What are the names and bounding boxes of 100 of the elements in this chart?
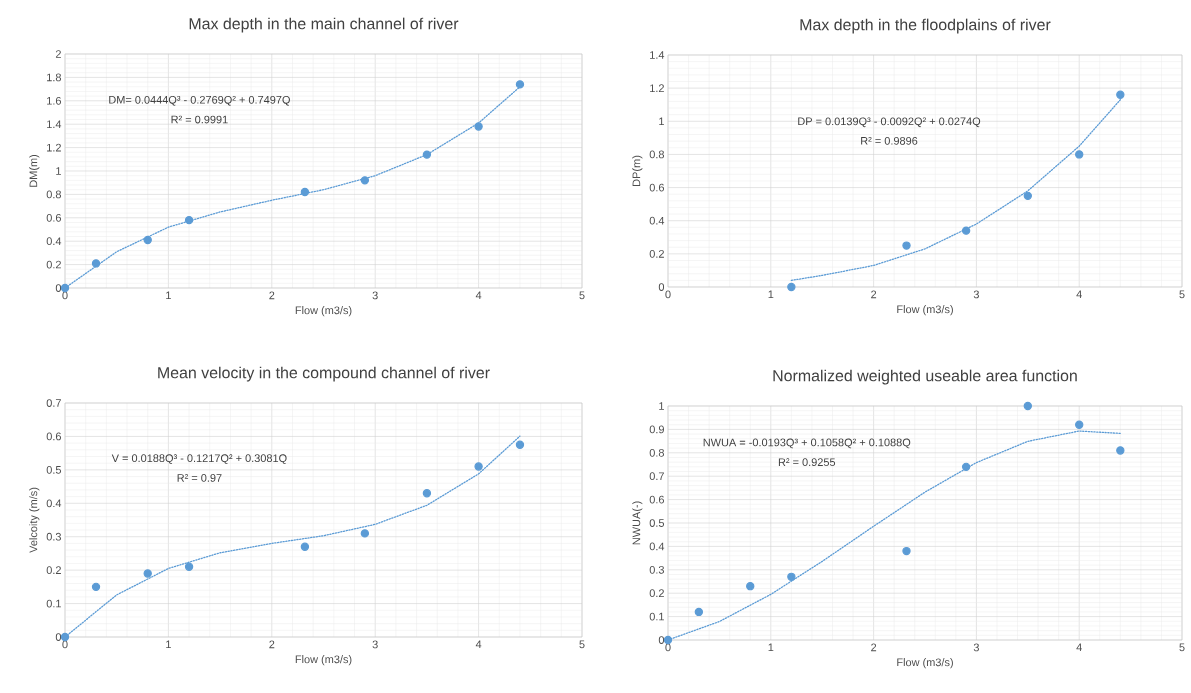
y-tick-label: 0.2 xyxy=(46,260,61,269)
annotation: DP = 0.0139Q³ - 0.0092Q² + 0.0274Q xyxy=(798,117,981,128)
y-tick-label: 0.6 xyxy=(46,213,61,222)
chart-title: Max depth in the floodplains of river xyxy=(800,18,1051,34)
y-tick-label: 0.6 xyxy=(649,183,664,192)
y-tick-label: 0.4 xyxy=(46,499,62,508)
point xyxy=(1075,150,1084,159)
x-tick-label: 3 xyxy=(372,291,378,300)
x-tick-label: 2 xyxy=(269,291,275,300)
annotation: R² = 0.9991 xyxy=(171,115,228,124)
y-tick-label: 1.2 xyxy=(650,84,664,92)
y-tick-label: 1.6 xyxy=(47,96,61,105)
point xyxy=(474,462,483,471)
y-tick-label: 0.5 xyxy=(46,465,62,474)
point xyxy=(184,215,194,225)
point xyxy=(515,440,525,449)
point xyxy=(961,462,971,472)
point xyxy=(1116,90,1125,99)
annotation: V = 0.0188Q³ - 0.1217Q² + 0.3081Q xyxy=(111,454,287,465)
y-tick-label: 1 xyxy=(56,167,61,175)
y-tick-label: 0.1 xyxy=(46,599,61,608)
x-tick-label: 2 xyxy=(871,290,877,299)
x-tick-label: 1 xyxy=(768,290,774,299)
y-tick-label: 0.2 xyxy=(46,566,61,575)
chart-title: Max depth in the main channel of river xyxy=(189,17,459,33)
y-tick-label: 0.8 xyxy=(649,448,664,457)
y-tick-label: 0.9 xyxy=(649,425,664,434)
chart-title: Mean velocity in the compound channel of river xyxy=(158,366,490,382)
x-tick-label: 0 xyxy=(665,290,671,299)
y-axis-title: NWUA(-) xyxy=(632,501,643,545)
annotation: DM= 0.0444Q³ - 0.2769Q² + 0.7497Q xyxy=(109,95,290,106)
x-tick-label: 5 xyxy=(1179,290,1185,299)
y-tick-label: 0.7 xyxy=(46,399,61,407)
x-tick-label: 2 xyxy=(269,640,275,649)
y-tick-label: 0.4 xyxy=(649,216,665,225)
point xyxy=(746,581,755,591)
point xyxy=(360,176,370,185)
x-tick-label: 0 xyxy=(62,640,68,649)
annotation: R² = 0.97 xyxy=(177,474,222,482)
x-tick-label: 4 xyxy=(475,291,482,300)
point xyxy=(902,241,911,250)
y-tick-label: 0.2 xyxy=(649,249,664,258)
chart-title: Normalized weighted useable area function xyxy=(773,369,1077,385)
x-axis-title: Flow (m3/s) xyxy=(295,655,352,666)
y-tick-label: 1.2 xyxy=(47,143,61,152)
y-axis-title: DM(m) xyxy=(29,154,40,187)
point xyxy=(143,235,152,245)
annotation: R² = 0.9896 xyxy=(861,136,918,145)
x-tick-label: 0 xyxy=(62,291,68,300)
x-tick-label: 5 xyxy=(579,291,585,300)
point xyxy=(515,80,525,89)
y-tick-label: 0.5 xyxy=(649,519,665,527)
y-tick-label: 0.8 xyxy=(649,150,664,159)
x-tick-label: 5 xyxy=(1179,643,1185,652)
x-tick-label: 3 xyxy=(973,643,979,652)
point xyxy=(1075,420,1084,429)
y-tick-label: 0 xyxy=(55,633,62,641)
y-tick-label: 0.7 xyxy=(649,472,664,481)
y-tick-label: 0.6 xyxy=(46,432,61,441)
point xyxy=(184,562,194,571)
x-tick-label: 4 xyxy=(1076,290,1082,299)
x-tick-label: 4 xyxy=(475,640,482,649)
x-tick-label: 1 xyxy=(166,291,171,300)
y-tick-label: 0.6 xyxy=(649,495,664,504)
y-axis-title: Velcoity (m/s) xyxy=(29,487,40,553)
point xyxy=(91,259,101,268)
point xyxy=(1023,191,1032,201)
point xyxy=(300,542,310,551)
x-tick-label: 5 xyxy=(579,640,585,649)
x-axis-title: Flow (m3/s) xyxy=(295,306,352,317)
y-tick-label: 1 xyxy=(659,402,664,410)
point xyxy=(91,582,101,592)
point xyxy=(902,546,911,556)
point xyxy=(300,187,310,197)
y-tick-label: 1.8 xyxy=(47,73,61,82)
x-tick-label: 3 xyxy=(973,290,979,299)
point xyxy=(787,572,796,582)
point xyxy=(1023,401,1032,411)
point xyxy=(360,529,370,538)
y-tick-label: 0.1 xyxy=(649,612,664,621)
y-tick-label: 0.3 xyxy=(46,532,61,541)
y-tick-label: 0.4 xyxy=(46,237,62,246)
y-tick-label: 0 xyxy=(55,284,62,292)
point xyxy=(422,150,432,159)
y-tick-label: 2 xyxy=(55,50,61,58)
y-tick-label: 0.8 xyxy=(46,190,61,199)
annotation: NWUA = -0.0193Q³ + 0.1058Q² + 0.1088Q xyxy=(703,438,911,449)
x-axis-title: Flow (m3/s) xyxy=(897,305,953,316)
point xyxy=(143,569,152,578)
y-tick-label: 0.4 xyxy=(649,542,665,551)
point xyxy=(787,282,796,292)
point xyxy=(694,607,704,617)
y-tick-label: 1.4 xyxy=(47,120,62,128)
point xyxy=(474,122,483,131)
x-tick-label: 1 xyxy=(768,643,774,652)
y-axis-title: DP(m) xyxy=(632,155,643,186)
y-tick-label: 1 xyxy=(659,117,664,126)
point xyxy=(422,489,432,498)
annotation: R² = 0.9255 xyxy=(778,458,836,467)
x-axis-title: Flow (m3/s) xyxy=(897,658,953,669)
